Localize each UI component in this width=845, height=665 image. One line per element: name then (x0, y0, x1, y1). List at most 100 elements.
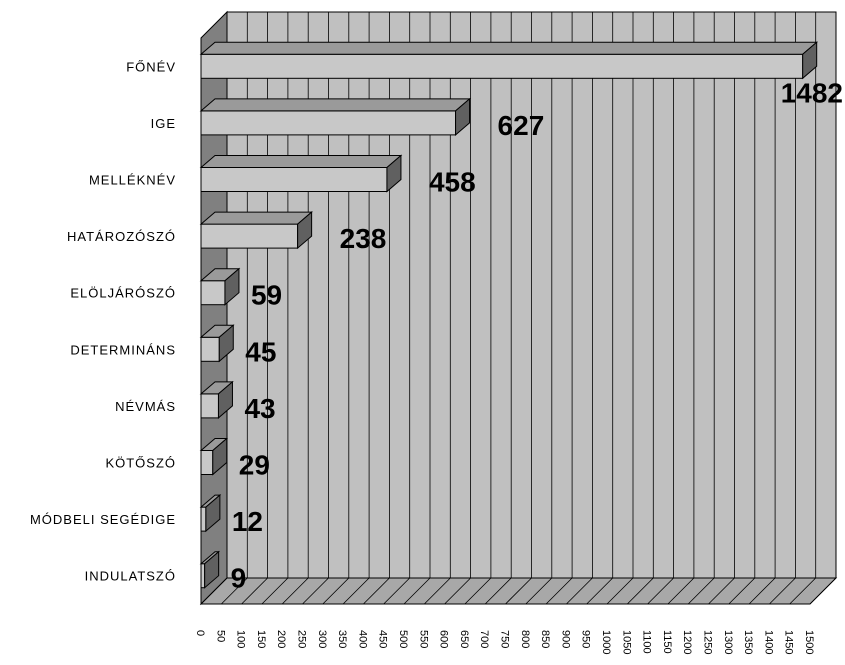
x-tick-label: 450 (377, 630, 389, 648)
data-label: 458 (429, 167, 476, 198)
x-tick-label: 50 (214, 630, 226, 642)
category-label: MÓDBELI SEGÉDIGE (30, 512, 176, 527)
data-label: 1482 (781, 77, 843, 108)
x-tick-label: 700 (478, 630, 490, 648)
x-tick-label: 950 (580, 630, 592, 648)
floor-gridline (647, 577, 674, 605)
x-tick-label: 1300 (722, 630, 734, 654)
bar-side (205, 494, 221, 533)
category-label: IGE (151, 116, 176, 131)
floor-gridline (545, 577, 573, 605)
x-tick-label: 100 (235, 630, 247, 648)
bar-front (200, 450, 214, 475)
data-label: 45 (245, 336, 276, 367)
x-tick-label: 400 (356, 630, 368, 648)
floor-gridline (241, 577, 268, 605)
floor-gridline (566, 577, 593, 605)
category-label: MELLÉKNÉV (89, 173, 176, 188)
floor-gridline (505, 577, 532, 605)
floor-gridline (302, 577, 329, 605)
x-tick-label: 600 (438, 630, 450, 648)
floor-gridline (363, 577, 390, 605)
bar-front (200, 280, 226, 306)
data-label: 627 (498, 110, 545, 141)
x-tick-label: 200 (275, 630, 287, 648)
floor-gridline (200, 577, 228, 605)
floor-gridline (708, 577, 735, 605)
bar-front (200, 563, 206, 589)
x-tick-label: 1200 (681, 630, 693, 654)
bar-side (224, 267, 240, 306)
data-label: 43 (244, 393, 275, 424)
x-tick-label: 900 (559, 630, 571, 648)
bar-side (212, 437, 228, 476)
bar-side (455, 97, 471, 136)
floor-gridline (383, 577, 410, 605)
x-tick-label: 1150 (661, 630, 673, 654)
floor-gridline (728, 577, 756, 605)
category-label: NÉVMÁS (115, 399, 176, 414)
category-label: DETERMINÁNS (70, 342, 176, 357)
bar-side (204, 550, 220, 589)
bar-side (217, 380, 233, 419)
category-label: KÖTŐSZÓ (105, 456, 176, 471)
x-tick-label: 1500 (803, 630, 815, 654)
floor-gridline (809, 577, 837, 605)
data-label: 59 (251, 280, 282, 311)
x-tick-label: 250 (296, 630, 308, 648)
bar-front (200, 110, 457, 136)
x-tick-label: 350 (336, 630, 348, 648)
bar-front (200, 336, 220, 362)
x-tick-label: 750 (499, 630, 511, 648)
category-label: INDULATSZÓ (85, 569, 176, 584)
data-label: 29 (239, 450, 270, 481)
x-tick-label: 0 (194, 630, 206, 636)
floor-gridline (464, 577, 492, 605)
floor-gridline (687, 577, 715, 605)
bar-front (200, 506, 207, 532)
floor-gridline (627, 577, 654, 605)
data-label: 12 (232, 506, 263, 537)
floor-gridline (606, 577, 634, 605)
x-tick-label: 800 (519, 630, 531, 648)
x-tick-label: 1400 (762, 630, 774, 654)
floor-gridline (667, 577, 695, 605)
x-tick-label: 1050 (620, 630, 632, 654)
x-tick-label: 1100 (641, 630, 653, 654)
bar-front (200, 223, 299, 249)
floor-gridline (322, 577, 350, 605)
bar-top (199, 155, 403, 168)
bar-side (386, 154, 402, 193)
category-label: HATÁROZÓSZÓ (67, 229, 176, 244)
x-tick-label: 500 (397, 630, 409, 648)
bar-front (200, 167, 388, 192)
x-tick-label: 150 (255, 630, 267, 648)
bar-front (200, 393, 219, 419)
x-tick-label: 650 (458, 630, 470, 648)
floor-gridline (424, 577, 451, 605)
bar-top (199, 211, 313, 225)
floor-gridline (789, 577, 816, 605)
x-tick-label: 1350 (742, 630, 754, 654)
x-tick-label: 1250 (702, 630, 714, 654)
floor-gridline (261, 577, 289, 605)
floor-gridline (484, 577, 512, 605)
floor-gridline (444, 577, 471, 605)
data-label: 9 (231, 563, 247, 594)
x-tick-label: 850 (539, 630, 551, 648)
category-label: ELÖLJÁRÓSZÓ (70, 286, 176, 301)
bar-side (802, 41, 818, 80)
category-label: FŐNÉV (126, 59, 176, 74)
floor-gridline (525, 577, 553, 605)
bar-top (199, 98, 471, 112)
bar-top (199, 41, 819, 55)
x-tick-label: 550 (417, 630, 429, 648)
bar-front (200, 53, 804, 79)
floor-gridline (403, 577, 431, 605)
x-tick-label: 1000 (600, 630, 612, 654)
x-tick-label: 300 (316, 630, 328, 648)
bar-side (297, 211, 313, 250)
x-tick-label: 1450 (783, 630, 795, 654)
floor-gridline (281, 577, 309, 605)
